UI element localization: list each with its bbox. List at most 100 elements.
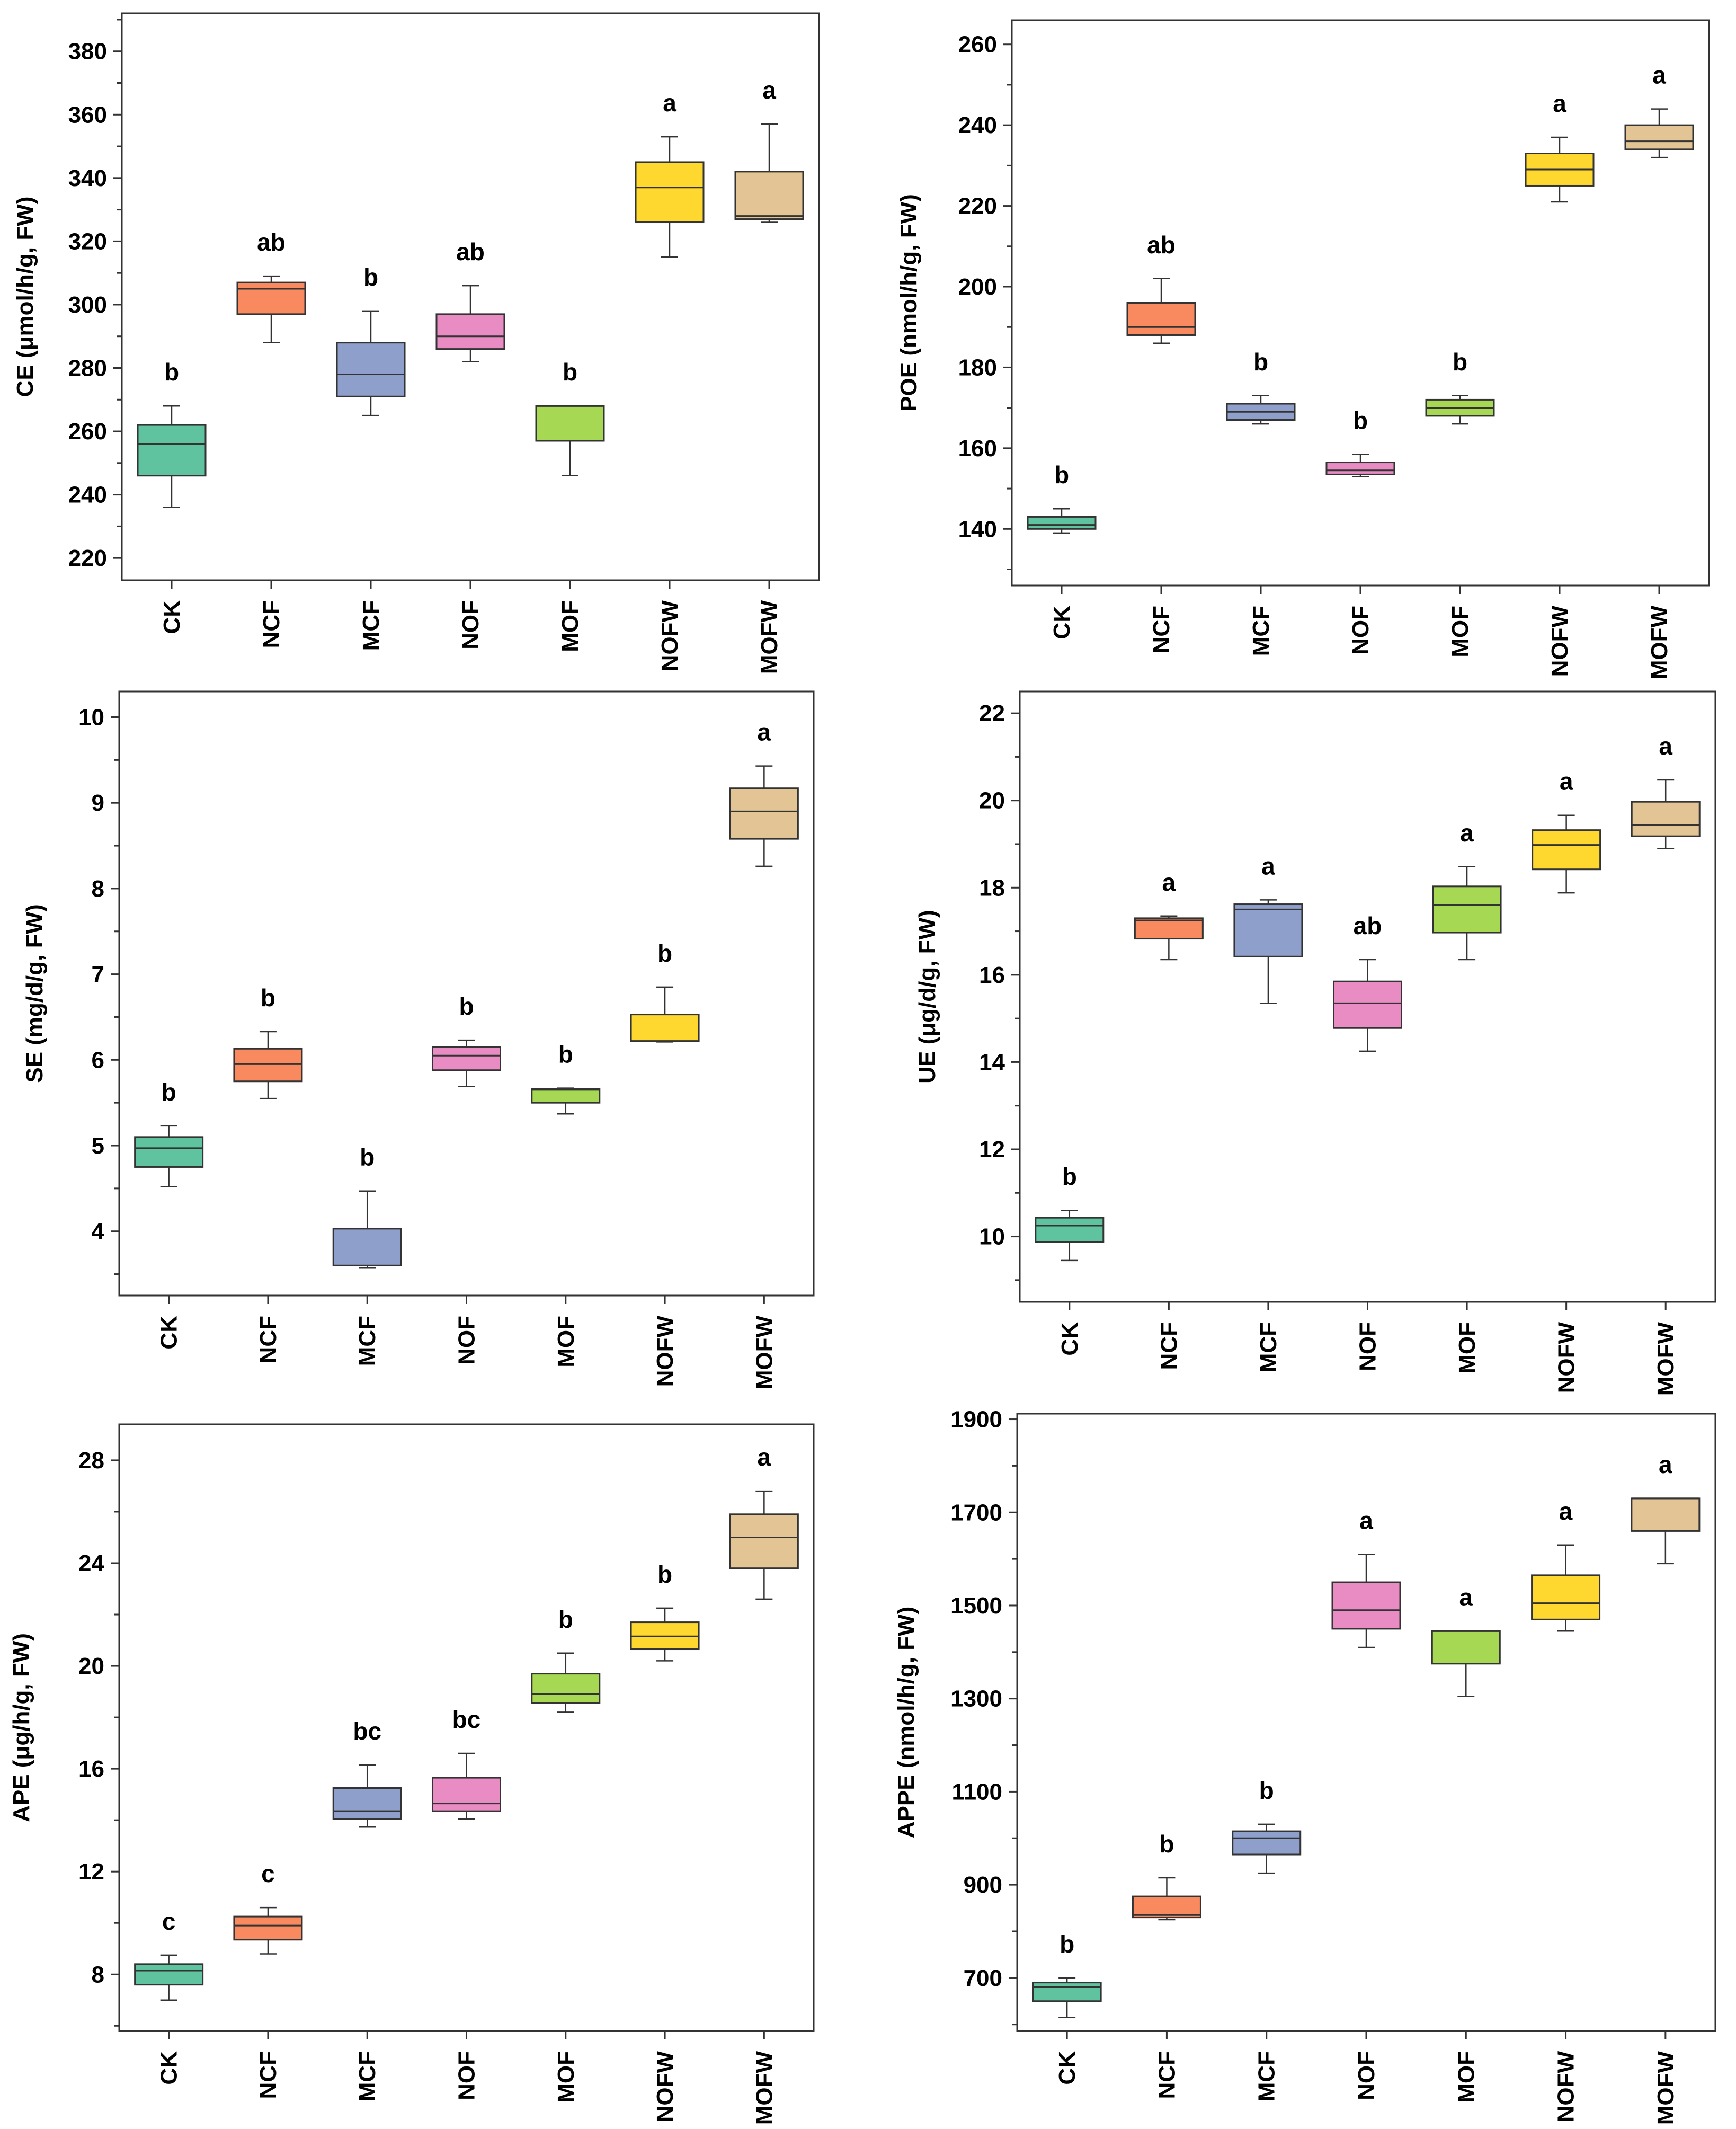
box-mcf (1232, 1823, 1302, 1874)
y-tick-label: 10 (78, 705, 104, 731)
significance-letter: a (1652, 61, 1666, 89)
significance-letter: b (261, 984, 275, 1012)
significance-letter: a (663, 89, 676, 117)
y-tick-label: 340 (68, 165, 107, 191)
y-tick-label: 5 (92, 1133, 104, 1159)
y-tick-label: 180 (958, 354, 997, 380)
significance-letter: b (363, 263, 378, 291)
y-tick-label: 22 (979, 700, 1005, 726)
y-axis-title: APPE (nmol/h/g, FW) (893, 1607, 919, 1839)
x-category-label-nof: NOF (454, 1316, 480, 1365)
significance-letter: b (657, 939, 672, 967)
iqr-box (432, 1046, 501, 1071)
chart-appe: 700 900 1100 1300 1500 1700 1900 APPE (nmol/h/g… (893, 1407, 1716, 2125)
x-category-label-nofw: NOFW (1554, 1322, 1580, 1394)
iqr-box (233, 1048, 303, 1083)
iqr-box (336, 342, 406, 397)
y-tick-label: 16 (78, 1756, 104, 1782)
y-tick-label: 8 (92, 876, 104, 902)
iqr-box (630, 1014, 700, 1042)
iqr-box (1233, 903, 1303, 957)
significance-letter: b (459, 992, 474, 1020)
iqr-box (734, 171, 804, 220)
x-category-label-nof: NOF (1348, 606, 1374, 655)
x-category-label-ncf: NCF (1156, 1322, 1182, 1370)
x-category-label-ncf: NCF (1149, 606, 1174, 653)
iqr-box (635, 161, 705, 224)
box-nof (1331, 1554, 1401, 1648)
x-category-label-mofw: MOFW (1653, 1322, 1679, 1396)
x-category-label-mcf: MCF (1254, 2051, 1280, 2101)
significance-letter: c (261, 1860, 275, 1887)
y-tick-label: 280 (68, 355, 107, 381)
iqr-box (729, 1513, 799, 1569)
box-ck (1035, 1209, 1105, 1262)
box-mofw (1624, 108, 1694, 158)
iqr-box (531, 1673, 601, 1704)
iqr-box (1432, 885, 1502, 934)
x-category-label-nofw: NOFW (657, 600, 683, 672)
y-tick-label: 16 (979, 962, 1005, 988)
significance-letter: b (164, 358, 179, 386)
y-tick-label: 240 (68, 482, 107, 508)
significance-letter: a (1460, 819, 1474, 847)
y-tick-label: 160 (958, 436, 997, 462)
x-category-label-mofw: MOFW (1653, 2051, 1679, 2125)
y-tick-label: 900 (964, 1872, 1002, 1898)
box-mcf (1233, 899, 1303, 1004)
significance-letter: b (1453, 348, 1467, 376)
iqr-box (1624, 124, 1694, 150)
y-tick-label: 24 (78, 1550, 104, 1576)
significance-letter: a (1560, 768, 1573, 795)
y-tick-label: 300 (68, 292, 107, 318)
x-category-label-nofw: NOFW (652, 1316, 678, 1387)
x-category-label-ncf: NCF (1154, 2051, 1180, 2099)
significance-letter: b (1353, 406, 1368, 434)
iqr-box (1232, 1830, 1302, 1856)
x-category-label-mofw: MOFW (751, 1316, 777, 1390)
x-category-label-nof: NOF (1354, 2051, 1379, 2100)
iqr-box (1431, 1630, 1501, 1665)
y-axis-title: POE (nmol/h/g, FW) (896, 194, 922, 412)
x-category-label-ncf: NCF (255, 2051, 281, 2099)
x-category-label-ck: CK (1057, 1322, 1083, 1356)
x-category-label-ck: CK (1054, 2051, 1080, 2085)
y-tick-label: 18 (979, 875, 1005, 901)
box-mof (1431, 1630, 1501, 1697)
box-nof (1333, 959, 1402, 1052)
significance-letter: c (162, 1908, 176, 1935)
significance-letter: b (1159, 1830, 1174, 1858)
box-mofw (1631, 1497, 1701, 1565)
box-ck (137, 405, 207, 508)
box-ncf (1134, 915, 1204, 961)
iqr-box (1132, 1895, 1201, 1919)
iqr-box (134, 1963, 204, 1986)
significance-letter: ab (257, 228, 286, 256)
y-tick-label: 360 (68, 102, 107, 128)
iqr-box (1331, 1581, 1401, 1630)
iqr-box (1325, 462, 1395, 475)
y-tick-label: 700 (964, 1965, 1002, 1991)
x-category-label-mcf: MCF (354, 1316, 380, 1366)
iqr-box (332, 1787, 402, 1820)
significance-letter: b (1060, 1930, 1074, 1958)
box-ncf (1132, 1877, 1201, 1921)
chart-se: 4 5 6 7 8 9 10 SE (mg/d/g, FW) CK b NCF b MCF b NOF b MO… (22, 690, 815, 1390)
iqr-box (332, 1228, 402, 1266)
significance-letter: a (1659, 732, 1672, 760)
x-category-label-mof: MOF (557, 600, 583, 652)
significance-letter: b (1054, 461, 1069, 489)
y-tick-label: 20 (979, 788, 1005, 814)
significance-letter: bc (353, 1717, 381, 1745)
y-tick-label: 9 (92, 790, 104, 816)
y-tick-label: 220 (68, 545, 107, 571)
x-category-label-ncf: NCF (259, 600, 284, 648)
significance-letter: a (1553, 90, 1566, 117)
box-ncf (1126, 278, 1196, 344)
box-mofw (734, 123, 804, 223)
significance-letter: b (1253, 348, 1268, 376)
y-tick-label: 140 (958, 516, 997, 542)
significance-letter: b (1062, 1163, 1077, 1190)
significance-letter: a (758, 718, 771, 746)
x-category-label-mof: MOF (1454, 1322, 1480, 1374)
